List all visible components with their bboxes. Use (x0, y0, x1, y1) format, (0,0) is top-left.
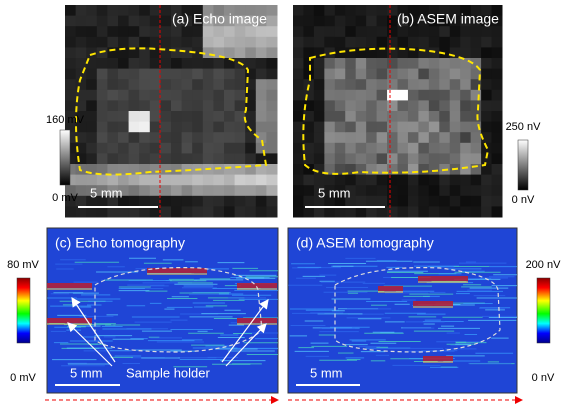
scale-label: 5 mm (90, 185, 123, 200)
colorbar (17, 278, 30, 343)
panel-label: (b) ASEM image (397, 11, 499, 27)
scale-label: 5 mm (310, 365, 343, 380)
colorbar-max: 160 mV (46, 114, 85, 126)
colorbar-min: 0 mV (52, 192, 78, 204)
colorbar-max: 200 nV (526, 259, 562, 271)
colorbar-min: 0 nV (512, 194, 535, 206)
page: (a) Echo image (b) ASEM image (c) Echo t… (0, 0, 569, 405)
scale-label: 5 mm (318, 185, 351, 200)
colorbar-max: 80 mV (7, 259, 39, 271)
colorbar (518, 140, 528, 190)
annotation: Sample holder (126, 365, 210, 380)
colorbar (537, 278, 550, 343)
figure: (a) Echo image (b) ASEM image (c) Echo t… (0, 0, 569, 405)
panel-label: (d) ASEM tomography (296, 235, 434, 251)
colorbar-max: 250 nV (506, 121, 542, 133)
panel-label: (c) Echo tomography (55, 235, 185, 251)
panel-label: (a) Echo image (172, 11, 267, 27)
colorbar (60, 130, 70, 185)
scale-label: 5 mm (70, 365, 103, 380)
colorbar-min: 0 mV (10, 372, 36, 384)
colorbar-min: 0 nV (532, 372, 555, 384)
